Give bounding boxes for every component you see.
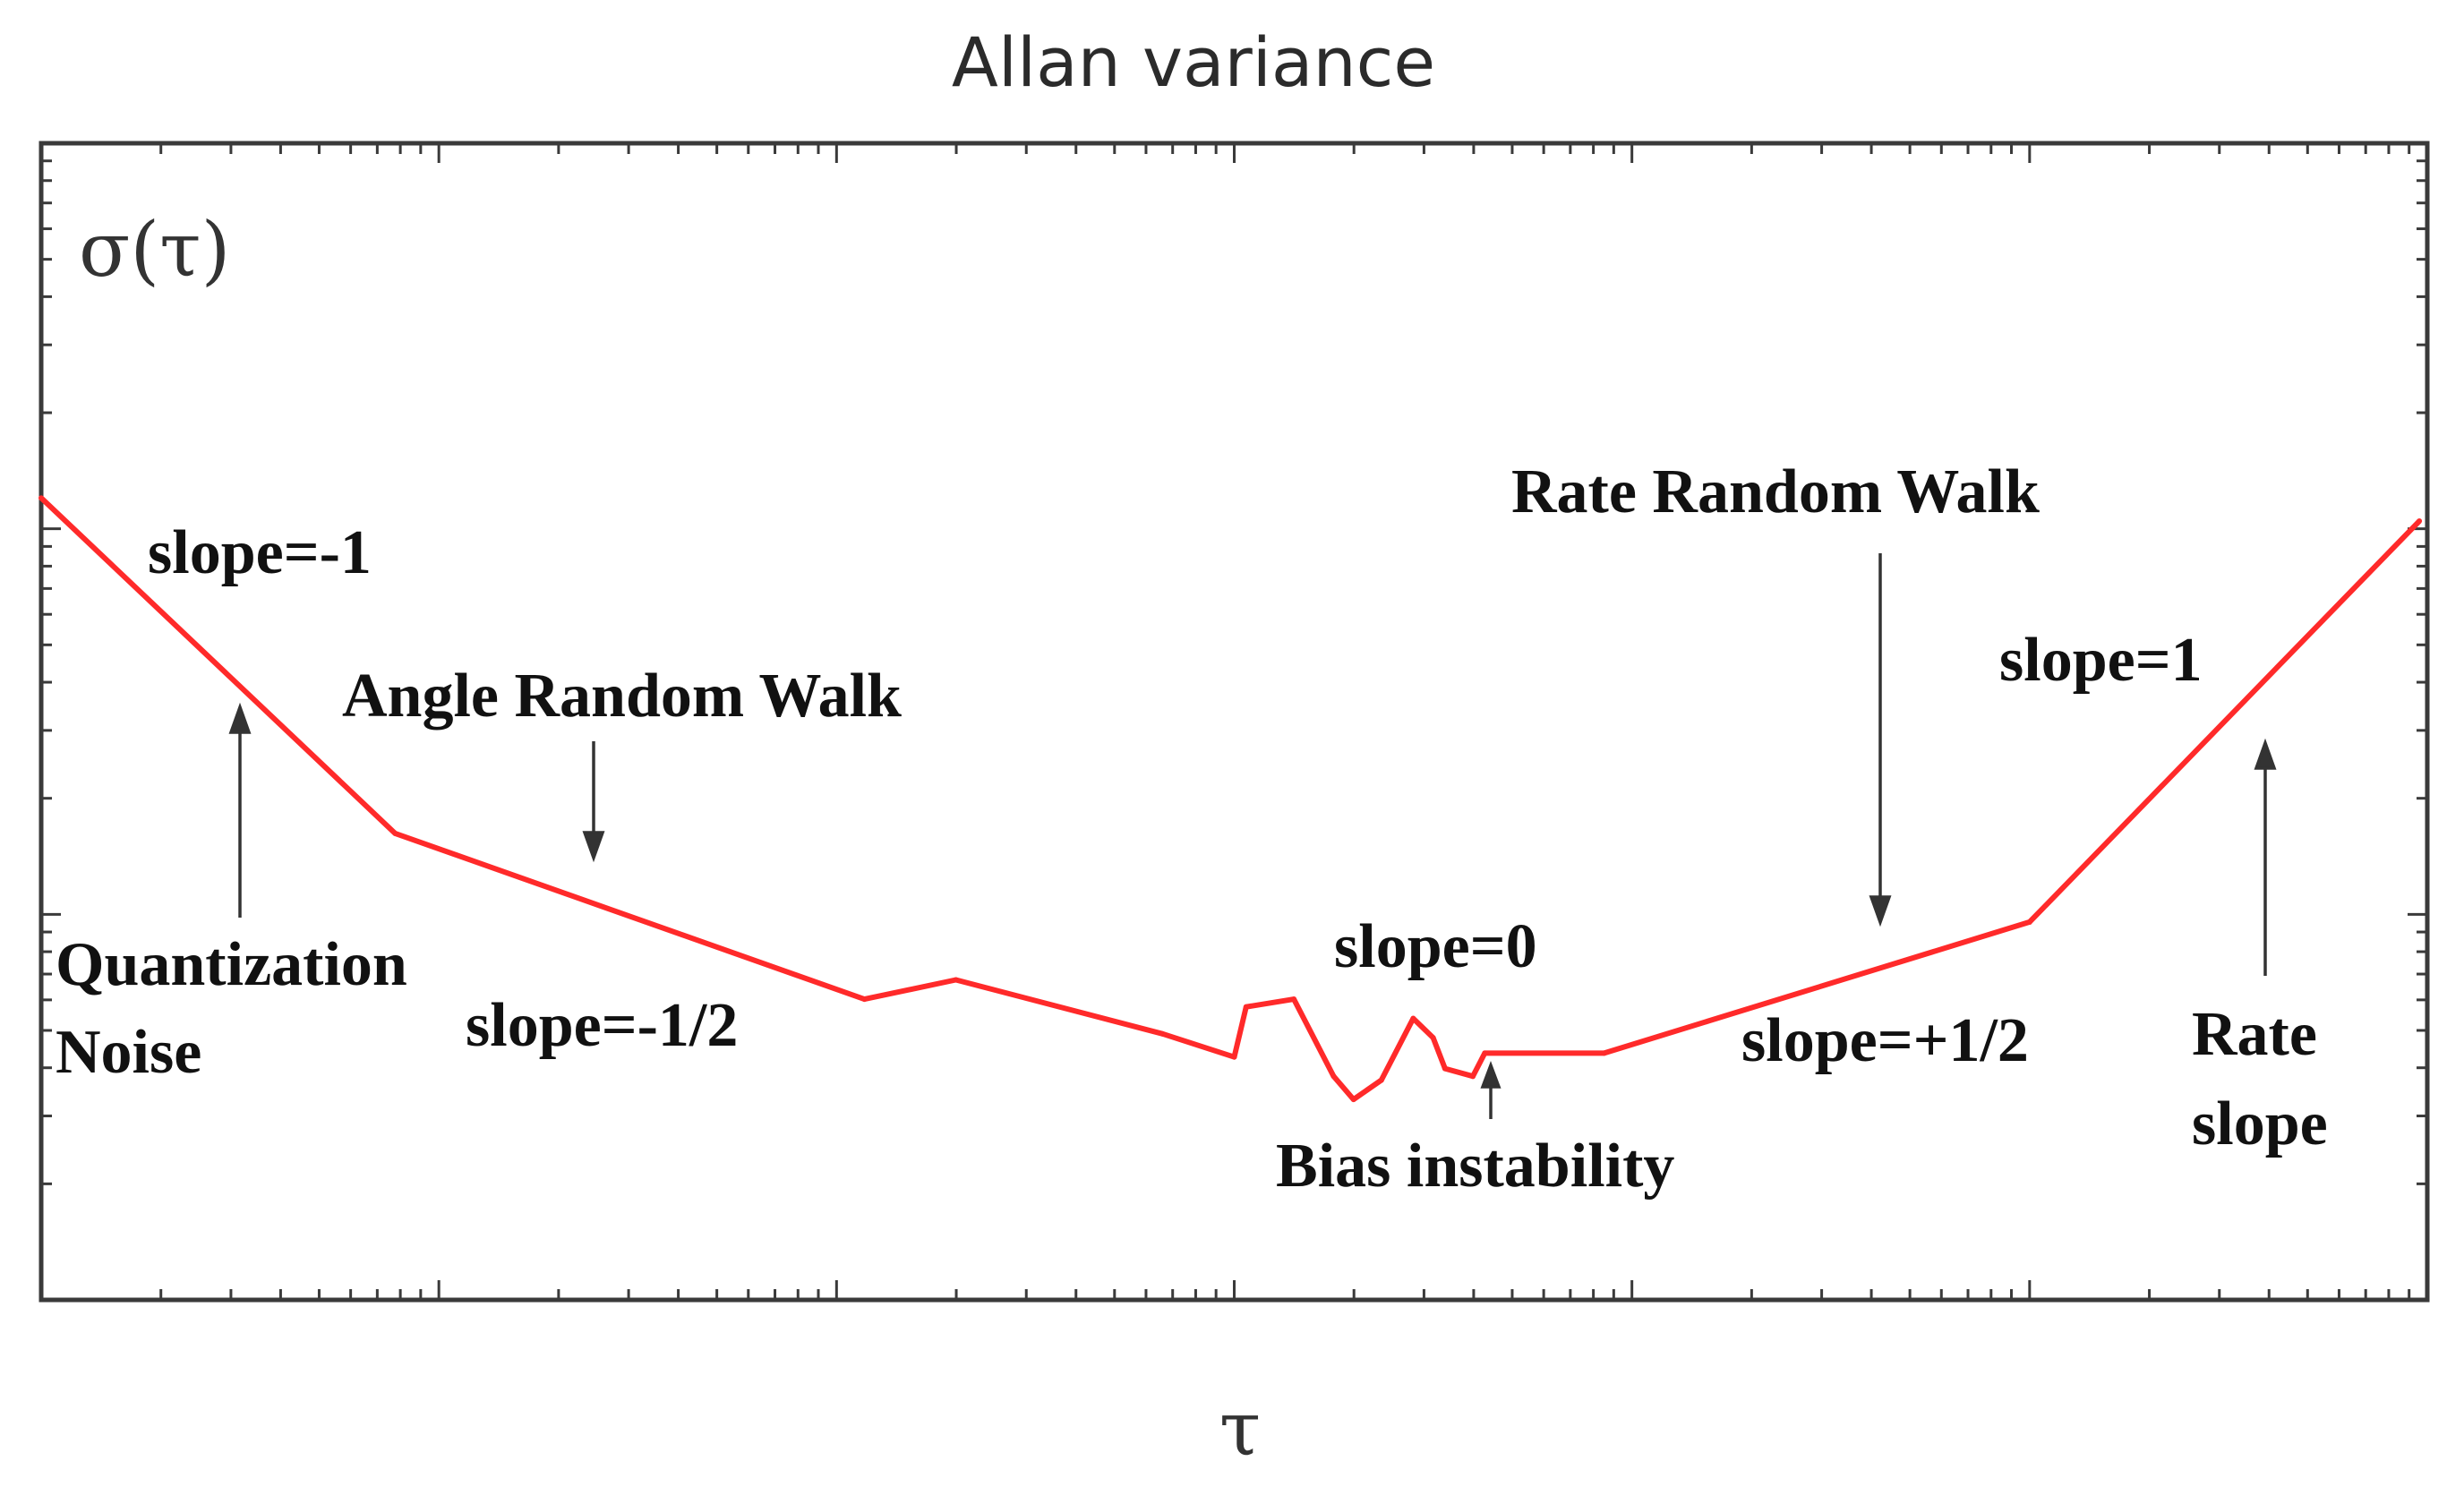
data-point-7 [1291,996,1297,1003]
annotation-slope: slope [2192,1090,2328,1158]
series-points [38,495,2423,1103]
data-point-17 [2026,919,2032,925]
data-point-16 [1601,1050,1607,1056]
chart-title: Allan variance [952,22,1435,102]
annotation-slope-plus-half: slope=+1/2 [1741,1006,2029,1075]
x-axis-label: τ [1219,1385,1261,1473]
annotation-bias-instability: Bias instability [1276,1132,1674,1201]
annotation-arrows [228,553,2277,1119]
data-point-15 [1482,1050,1488,1056]
annotation-slope-minus-half: slope=-1/2 [466,991,738,1060]
data-point-12 [1430,1035,1436,1041]
annotation-rate: Rate [2192,1000,2317,1069]
series-line [38,496,2422,1103]
annotation-slope-minus-1: slope=-1 [148,518,372,587]
data-point-0 [38,495,44,501]
data-point-14 [1470,1073,1476,1080]
data-point-8 [1330,1073,1337,1080]
annotation-noise: Noise [56,1018,201,1087]
data-point-4 [1159,1030,1166,1037]
data-point-1 [392,830,398,836]
annotation-rate-random-walk: Rate Random Walk [1511,457,2040,526]
arrow-quantization-noise [228,702,252,918]
arrow-bias-instability [1480,1061,1502,1119]
y-axis-label: σ(τ) [79,206,230,294]
data-point-3 [953,977,959,983]
data-point-2 [861,996,868,1003]
data-point-9 [1350,1097,1356,1103]
axis-ticks [39,141,2429,1302]
annotation-slope-0: slope=0 [1334,912,1537,981]
annotation-angle-random-walk: Angle Random Walk [342,662,902,731]
data-point-18 [2417,518,2423,525]
data-point-6 [1243,1004,1249,1010]
data-point-11 [1410,1015,1416,1021]
data-point-13 [1442,1065,1448,1072]
arrow-rate-random-walk [1869,553,1892,927]
arrow-angle-random-walk [582,741,605,863]
annotation-slope-1: slope=1 [1999,626,2203,695]
data-point-10 [1378,1077,1384,1083]
data-point-5 [1231,1054,1237,1060]
annotation-quantization: Quantization [56,930,407,999]
arrow-rate-slope [2254,738,2277,976]
